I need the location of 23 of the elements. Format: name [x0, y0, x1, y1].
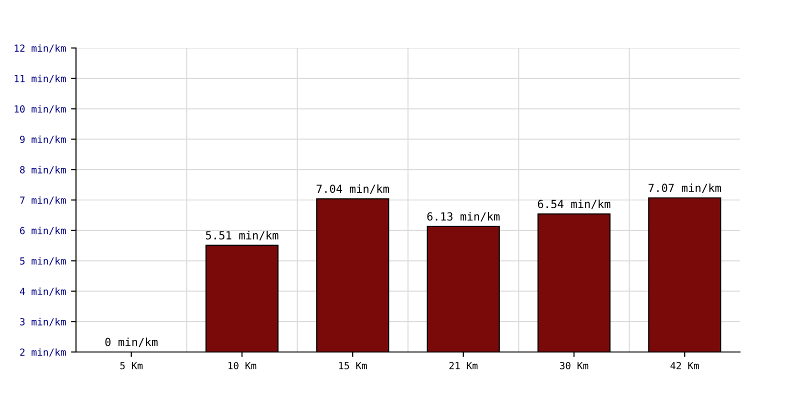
y-tick-label: 8 min/km: [20, 166, 66, 174]
x-tick-label: 21 Km: [449, 362, 478, 370]
x-tick-label: 15 Km: [339, 362, 367, 370]
y-tick-label: 9 min/km: [20, 136, 66, 144]
x-tick-label: 30 Km: [560, 362, 588, 370]
data-label: 6.13 min/km: [427, 212, 500, 222]
y-tick-label: 3 min/km: [20, 318, 66, 326]
text: 0 min/km: [105, 338, 158, 348]
y-tick-label: 7 min/km: [20, 196, 66, 205]
y-tick-label: 5 min/km: [20, 257, 66, 266]
y-tick-label: 2 min/km: [20, 348, 66, 357]
x-tick-label: 42 Km: [670, 362, 699, 370]
data-label: 7.07 min/km: [648, 183, 721, 193]
data-label: 6.54 min/km: [538, 200, 610, 210]
x-tick-label: 10 Km: [228, 362, 256, 370]
y-tick-label: 12 min/km: [14, 44, 66, 53]
y-tick-label: 10 min/km: [14, 105, 66, 114]
y-tick-label: 6 min/km: [20, 226, 66, 236]
y-tick-label: 4 min/km: [20, 288, 66, 296]
x-tick-label: 5 Km: [120, 362, 143, 370]
data-label: 5.51 min/km: [206, 230, 278, 240]
y-tick-label: 11 min/km: [14, 74, 66, 84]
data-label: 7.04 min/km: [316, 184, 389, 194]
